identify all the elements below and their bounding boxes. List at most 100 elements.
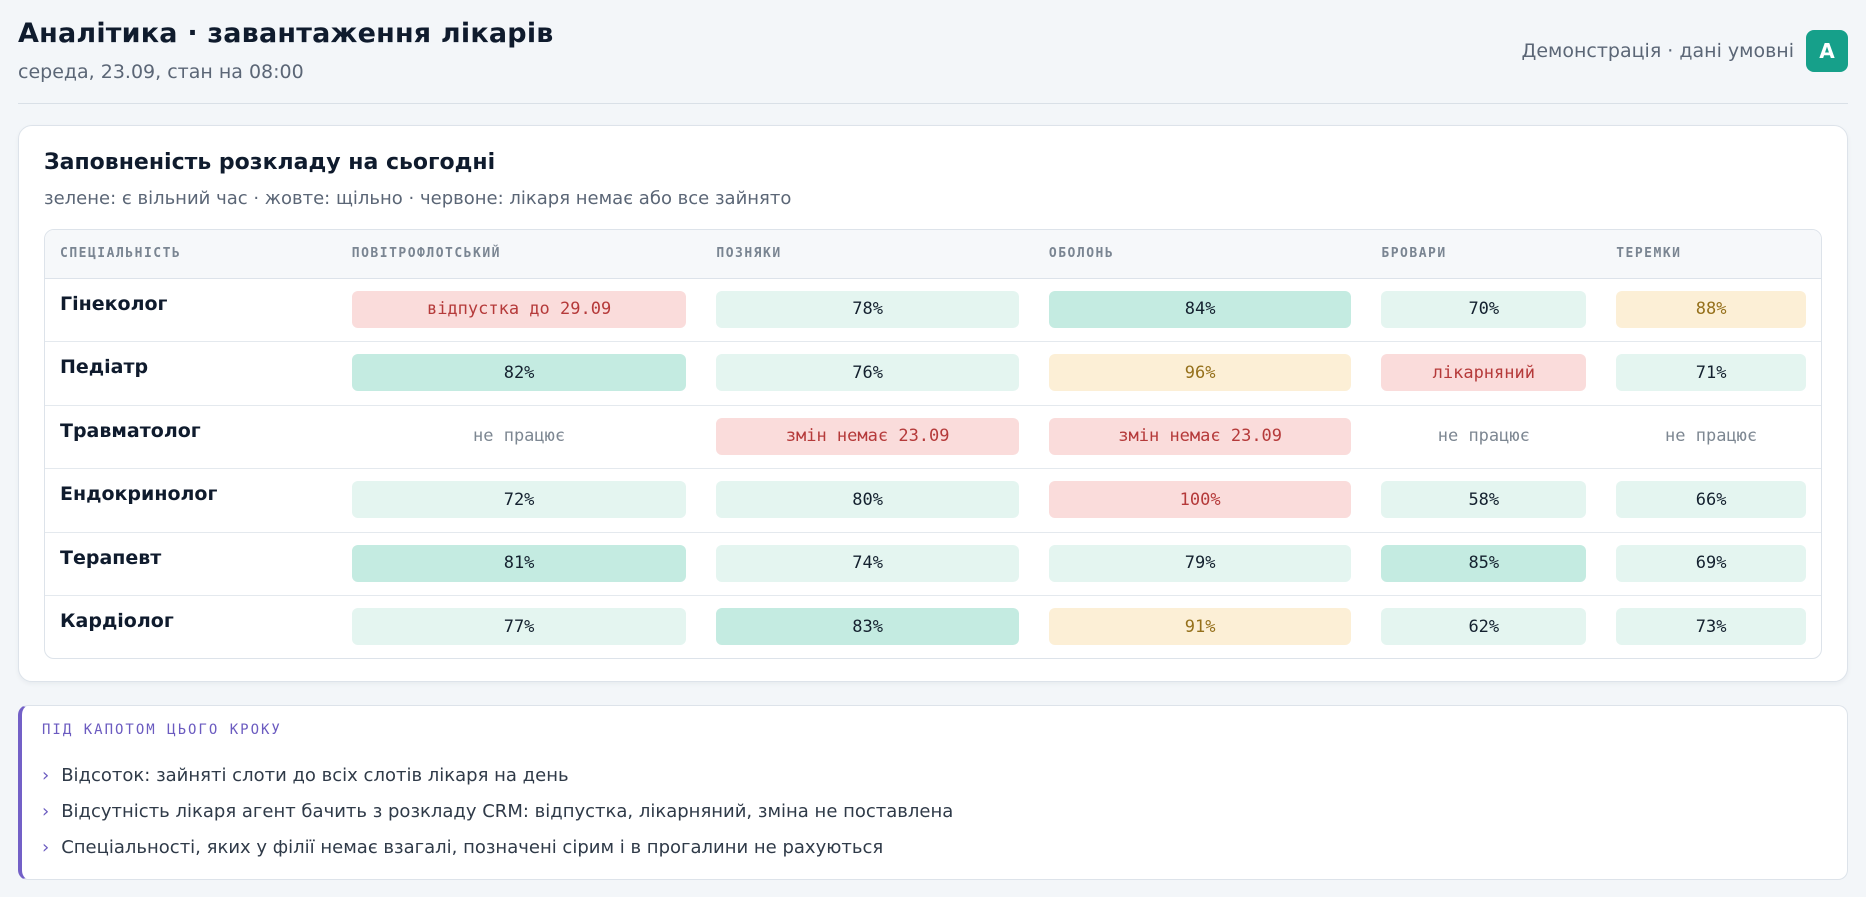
load-pill: не працює <box>1437 426 1530 446</box>
table-row: Травматолог не працює змін немає 23.09 змін… <box>45 404 1821 469</box>
table-cell: 72% <box>336 468 702 532</box>
table-cell: 100% <box>1033 468 1367 532</box>
load-pill: 74% <box>716 544 1019 582</box>
load-pill: 66% <box>1616 481 1806 518</box>
chevron-right-icon: › <box>42 837 50 858</box>
load-pill: 96% <box>1048 354 1352 391</box>
table-cell: лікарняний <box>1366 341 1602 405</box>
load-pill: 77% <box>351 608 687 645</box>
table-cell: 81% <box>336 531 702 596</box>
specialty-name: Терапевт <box>45 531 337 596</box>
table-cell: 88% <box>1601 278 1821 342</box>
page-header: Аналітика · завантаження лікарів середа,… <box>18 18 1848 104</box>
load-pill: 62% <box>1381 608 1587 645</box>
schedule-card: Заповненість розкладу на сьогодні зелене… <box>18 125 1848 682</box>
load-pill: лікарняний <box>1381 354 1587 391</box>
table-cell: 71% <box>1601 341 1821 405</box>
load-pill: 79% <box>1048 544 1352 582</box>
load-pill: 81% <box>351 544 687 582</box>
load-pill: не працює <box>1665 426 1758 446</box>
load-pill: 88% <box>1616 290 1806 328</box>
table-row: Педіатр 82% 76% 96% лікарняний 71% <box>45 341 1821 405</box>
table-cell: 91% <box>1033 595 1367 658</box>
load-pill: 83% <box>716 608 1019 645</box>
specialty-name: Педіатр <box>45 341 337 405</box>
table-cell: 96% <box>1033 341 1367 405</box>
schedule-table: СПЕЦІАЛЬНІСТЬ ПОВІТРОФЛОТСЬКИЙ ПОЗНЯКИ О… <box>44 229 1822 659</box>
note-list: › Відсоток: зайняті слоти до всіх слотів… <box>42 758 953 866</box>
card-title: Заповненість розкладу на сьогодні <box>44 150 496 175</box>
table-cell: 82% <box>336 341 702 405</box>
load-pill: змін немає 23.09 <box>716 417 1019 455</box>
note-item: › Спеціальності, яких у філії немає взаг… <box>42 830 953 866</box>
load-pill: не працює <box>473 426 566 446</box>
table-cell: 73% <box>1601 595 1821 658</box>
table-cell: не працює <box>1601 404 1821 469</box>
specialty-name: Кардіолог <box>45 595 337 658</box>
card-legend: зелене: є вільний час · жовте: щільно · … <box>44 188 792 209</box>
under-the-hood-note: ПІД КАПОТОМ ЦЬОГО КРОКУ › Відсоток: зайн… <box>18 705 1848 880</box>
page-subtitle: середа, 23.09, стан на 08:00 <box>18 61 304 83</box>
note-item-text: Відсутність лікаря агент бачить з розкла… <box>61 801 954 822</box>
table-row: Терапевт 81% 74% 79% 85% 69% <box>45 531 1821 596</box>
load-pill: 82% <box>351 354 687 391</box>
table-row: Кардіолог 77% 83% 91% 62% 73% <box>45 595 1821 658</box>
page-title: Аналітика · завантаження лікарів <box>18 18 554 49</box>
note-item-text: Відсоток: зайняті слоти до всіх слотів л… <box>61 765 569 786</box>
table-cell: 70% <box>1366 278 1601 342</box>
table-row: Гінеколог відпустка до 29.09 78% 84% 70% 88% <box>45 278 1821 342</box>
load-pill: 69% <box>1616 544 1806 582</box>
table-cell: змін немає 23.09 <box>1033 404 1367 469</box>
table-cell: 62% <box>1366 595 1602 658</box>
table-cell: 77% <box>336 595 702 658</box>
load-pill: відпустка до 29.09 <box>351 290 687 328</box>
column-header-branch: ТЕРЕМКИ <box>1601 230 1821 279</box>
table-cell: не працює <box>336 404 702 469</box>
table-cell: 74% <box>701 531 1034 596</box>
note-item: › Відсутність лікаря агент бачить з розк… <box>42 794 953 830</box>
table-cell: 78% <box>701 278 1034 342</box>
table-row: Ендокринолог 72% 80% 100% 58% 66% <box>45 468 1821 532</box>
load-pill: 71% <box>1616 354 1806 391</box>
table-cell: змін немає 23.09 <box>701 404 1034 469</box>
table-cell: 66% <box>1601 468 1821 532</box>
table-cell: 69% <box>1601 531 1821 596</box>
table-cell: 79% <box>1033 531 1367 596</box>
column-header-branch: ПОЗНЯКИ <box>701 230 1034 279</box>
chevron-right-icon: › <box>42 801 50 822</box>
note-item-text: Спеціальності, яких у філії немає взагал… <box>61 837 884 858</box>
load-pill: змін немає 23.09 <box>1048 417 1352 455</box>
column-header-branch: ПОВІТРОФЛОТСЬКИЙ <box>336 230 702 279</box>
load-pill: 76% <box>716 354 1019 391</box>
column-header-branch: ОБОЛОНЬ <box>1033 230 1367 279</box>
table-header-row: СПЕЦІАЛЬНІСТЬ ПОВІТРОФЛОТСЬКИЙ ПОЗНЯКИ О… <box>45 230 1821 279</box>
note-item: › Відсоток: зайняті слоти до всіх слотів… <box>42 758 953 794</box>
load-pill: 70% <box>1381 290 1587 328</box>
load-pill: 91% <box>1048 608 1352 645</box>
table-cell: 85% <box>1366 531 1602 596</box>
table-cell: не працює <box>1366 404 1602 469</box>
column-header-specialty: СПЕЦІАЛЬНІСТЬ <box>45 230 337 279</box>
specialty-name: Гінеколог <box>60 292 168 315</box>
table-cell: 58% <box>1366 468 1602 532</box>
avatar[interactable]: A <box>1806 30 1848 72</box>
load-pill: 85% <box>1381 544 1587 582</box>
load-pill: 78% <box>716 290 1019 328</box>
specialty-name: Травматолог <box>45 404 337 469</box>
load-pill: 100% <box>1048 481 1352 518</box>
table-cell: 84% <box>1034 278 1367 342</box>
header-right: Демонстрація · дані умовні A <box>1521 30 1848 72</box>
table-cell: 83% <box>701 595 1034 658</box>
table-cell: 80% <box>701 468 1034 532</box>
load-pill: 73% <box>1616 608 1806 645</box>
load-pill: 84% <box>1048 290 1352 328</box>
load-pill: 58% <box>1381 481 1587 518</box>
load-pill: 80% <box>716 481 1019 518</box>
demo-label: Демонстрація · дані умовні <box>1521 40 1794 62</box>
column-header-branch: БРОВАРИ <box>1366 230 1602 279</box>
specialty-name: Ендокринолог <box>45 468 337 532</box>
load-pill: 72% <box>351 481 687 518</box>
note-title: ПІД КАПОТОМ ЦЬОГО КРОКУ <box>42 722 282 738</box>
chevron-right-icon: › <box>42 765 50 786</box>
table-cell: 76% <box>701 341 1034 405</box>
